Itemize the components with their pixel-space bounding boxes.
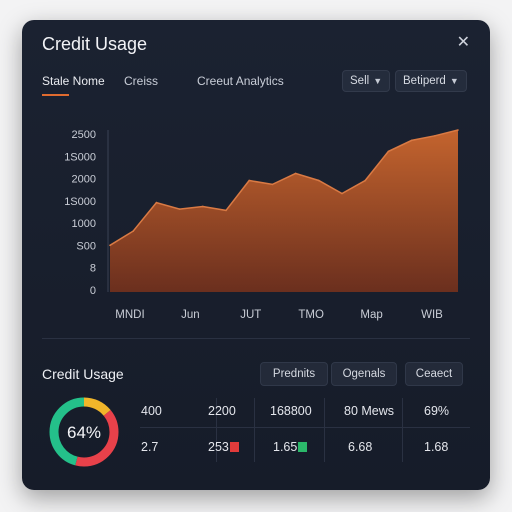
data-point bbox=[434, 135, 436, 137]
x-tick-label: WIB bbox=[421, 309, 443, 321]
data-point bbox=[318, 179, 320, 182]
prednits-button[interactable]: Prednits bbox=[260, 362, 328, 386]
column-divider bbox=[402, 398, 403, 462]
y-tick-label: 1000 bbox=[72, 218, 96, 230]
ogenals-button[interactable]: Ogenals bbox=[331, 362, 397, 386]
stat-cell: 6.68 bbox=[348, 440, 373, 454]
area-line bbox=[109, 129, 459, 246]
column-divider bbox=[324, 398, 325, 462]
data-point bbox=[132, 230, 134, 232]
active-tab-indicator bbox=[42, 94, 69, 96]
stat-value: 1.65 bbox=[273, 440, 298, 454]
summary-title: Credit Usage bbox=[42, 366, 124, 382]
sell-dropdown-label: Sell bbox=[350, 75, 370, 87]
data-point bbox=[457, 129, 459, 131]
ceaect-button[interactable]: Ceaect bbox=[405, 362, 463, 386]
y-tick-label: 8 bbox=[90, 263, 96, 275]
column-divider bbox=[216, 398, 217, 462]
stat-cell-with-flag: 253 bbox=[208, 440, 239, 454]
close-icon[interactable]: ✕ bbox=[456, 34, 470, 51]
tab-creiss[interactable]: Creiss bbox=[124, 74, 159, 88]
x-tick-label: MNDI bbox=[115, 309, 144, 321]
data-point bbox=[155, 201, 158, 204]
y-tick-label: 0 bbox=[90, 285, 96, 297]
donut-segment bbox=[49, 397, 119, 467]
stat-cell: 69% bbox=[424, 404, 450, 418]
y-tick-label: 1S000 bbox=[64, 196, 96, 208]
data-point bbox=[387, 150, 390, 153]
stat-cell: 1.68 bbox=[424, 440, 449, 454]
credit-usage-dialog: Credit Usage ✕ Stale Nome Creiss Creeut … bbox=[22, 20, 490, 490]
stat-cell-with-flag: 1.65 bbox=[273, 440, 308, 454]
stat-cell: 168800 bbox=[270, 404, 312, 418]
data-point bbox=[109, 244, 111, 247]
data-point bbox=[271, 183, 274, 186]
betiperd-dropdown-label: Betiperd bbox=[403, 75, 446, 87]
column-divider bbox=[254, 398, 255, 462]
stat-cell: 400 bbox=[141, 404, 162, 418]
stat-cell: 2.7 bbox=[141, 440, 159, 454]
x-tick-label: Jun bbox=[181, 309, 200, 321]
data-point bbox=[248, 179, 250, 182]
x-tick-label: Map bbox=[360, 309, 382, 321]
tab-stale-nome[interactable]: Stale Nome bbox=[42, 74, 105, 88]
data-point bbox=[364, 179, 367, 182]
stat-cell: 80 Mews bbox=[344, 404, 395, 418]
donut-value-label: 64% bbox=[67, 423, 101, 442]
betiperd-dropdown[interactable]: Betiperd ▼ bbox=[395, 70, 467, 92]
data-point bbox=[410, 139, 413, 142]
y-tick-label: 1S000 bbox=[64, 151, 96, 163]
usage-area-chart: 2500 1S000 2000 1S000 1000 S00 8 0 MNDI Jun JUT TM… bbox=[64, 129, 459, 321]
row-divider bbox=[140, 427, 470, 428]
sell-dropdown[interactable]: Sell ▼ bbox=[342, 70, 391, 92]
stat-value: 253 bbox=[208, 440, 229, 454]
data-point bbox=[225, 209, 227, 212]
data-point bbox=[178, 208, 181, 210]
green-flag-icon bbox=[298, 442, 308, 452]
dialog-title: Credit Usage bbox=[42, 34, 148, 54]
x-tick-label: JUT bbox=[240, 309, 261, 321]
usage-donut-chart: 64% bbox=[49, 397, 119, 467]
data-point bbox=[294, 172, 297, 175]
y-tick-label: S00 bbox=[76, 240, 96, 252]
red-flag-icon bbox=[229, 442, 239, 452]
chevron-down-icon: ▼ bbox=[373, 76, 383, 86]
section-divider bbox=[42, 338, 470, 339]
x-tick-label: TMO bbox=[298, 309, 324, 321]
stat-cell: 2200 bbox=[208, 404, 236, 418]
area-fill bbox=[110, 130, 458, 292]
chevron-down-icon: ▼ bbox=[449, 76, 459, 86]
donut-segment bbox=[49, 397, 119, 467]
data-point bbox=[341, 192, 343, 195]
tab-creeut-analytics[interactable]: Creeut Analytics bbox=[197, 74, 284, 88]
data-point bbox=[202, 205, 204, 208]
y-tick-label: 2000 bbox=[72, 174, 96, 186]
y-tick-label: 2500 bbox=[72, 129, 96, 141]
